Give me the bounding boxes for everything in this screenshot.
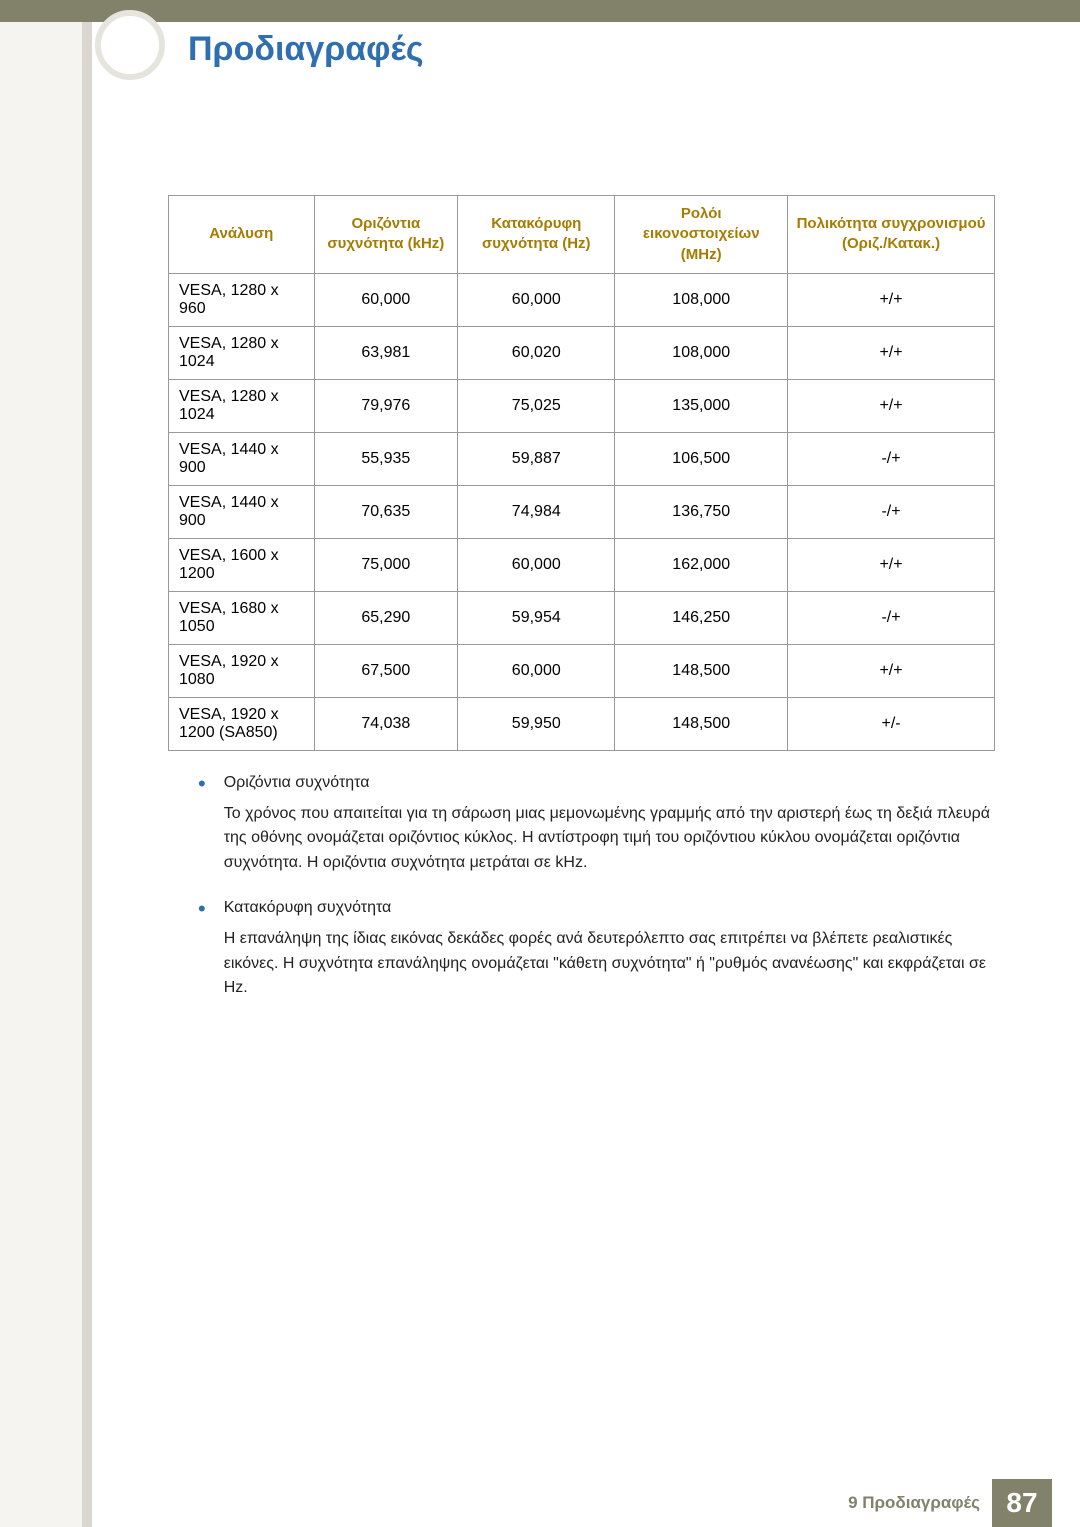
table-cell: VESA, 1440 x 900 xyxy=(169,485,315,538)
table-cell: 148,500 xyxy=(615,697,788,750)
table-cell: -/+ xyxy=(788,591,995,644)
page-title: Προδιαγραφές xyxy=(188,30,424,69)
table-header-row: Ανάλυση Οριζόντια συχνότητα (kHz) Κατακό… xyxy=(169,196,995,274)
table-cell: 60,020 xyxy=(458,326,615,379)
spec-table: Ανάλυση Οριζόντια συχνότητα (kHz) Κατακό… xyxy=(168,195,995,751)
notes-section: • Οριζόντια συχνότητα Το χρόνος που απαιτε… xyxy=(168,771,995,1015)
table-cell: +/- xyxy=(788,697,995,750)
table-cell: 59,887 xyxy=(458,432,615,485)
table-cell: +/+ xyxy=(788,379,995,432)
table-row: VESA, 1280 x 102463,98160,020108,000+/+ xyxy=(169,326,995,379)
footer-section-label: 9 Προδιαγραφές xyxy=(848,1493,980,1513)
table-cell: +/+ xyxy=(788,273,995,326)
table-cell: 67,500 xyxy=(314,644,458,697)
footer-page-number: 87 xyxy=(992,1479,1052,1527)
table-cell: +/+ xyxy=(788,644,995,697)
table-cell: -/+ xyxy=(788,432,995,485)
th-pclock: Ρολόι εικονοστοιχείων (MHz) xyxy=(615,196,788,274)
note-item: • Κατακόρυφη συχνότητα Η επανάληψη της ίδι… xyxy=(168,896,995,1015)
table-cell: 146,250 xyxy=(615,591,788,644)
table-cell: VESA, 1280 x 960 xyxy=(169,273,315,326)
main-content: Ανάλυση Οριζόντια συχνότητα (kHz) Κατακό… xyxy=(168,195,995,1021)
table-row: VESA, 1440 x 90055,93559,887106,500-/+ xyxy=(169,432,995,485)
table-cell: 74,984 xyxy=(458,485,615,538)
table-cell: 60,000 xyxy=(458,644,615,697)
table-cell: VESA, 1680 x 1050 xyxy=(169,591,315,644)
table-cell: 108,000 xyxy=(615,273,788,326)
table-cell: +/+ xyxy=(788,326,995,379)
th-resolution: Ανάλυση xyxy=(169,196,315,274)
table-cell: 70,635 xyxy=(314,485,458,538)
note-title: Οριζόντια συχνότητα xyxy=(224,771,995,796)
table-cell: VESA, 1920 x 1200 (SA850) xyxy=(169,697,315,750)
table-cell: 135,000 xyxy=(615,379,788,432)
table-cell: 60,000 xyxy=(314,273,458,326)
table-cell: 75,025 xyxy=(458,379,615,432)
table-cell: 106,500 xyxy=(615,432,788,485)
table-cell: 59,950 xyxy=(458,697,615,750)
table-cell: 162,000 xyxy=(615,538,788,591)
th-polarity: Πολικότητα συγχρονισμού (Οριζ./Κατακ.) xyxy=(788,196,995,274)
note-title: Κατακόρυφη συχνότητα xyxy=(224,896,995,921)
table-row: VESA, 1440 x 90070,63574,984136,750-/+ xyxy=(169,485,995,538)
page-footer: 9 Προδιαγραφές 87 xyxy=(0,1479,1080,1527)
table-cell: VESA, 1280 x 1024 xyxy=(169,379,315,432)
table-row: VESA, 1280 x 102479,97675,025135,000+/+ xyxy=(169,379,995,432)
note-text: Το χρόνος που απαιτείται για τη σάρωση μ… xyxy=(224,802,995,876)
table-row: VESA, 1920 x 1200 (SA850)74,03859,950148… xyxy=(169,697,995,750)
th-hfreq: Οριζόντια συχνότητα (kHz) xyxy=(314,196,458,274)
table-cell: VESA, 1600 x 1200 xyxy=(169,538,315,591)
table-cell: 60,000 xyxy=(458,273,615,326)
table-cell: 59,954 xyxy=(458,591,615,644)
table-cell: 75,000 xyxy=(314,538,458,591)
table-cell: VESA, 1280 x 1024 xyxy=(169,326,315,379)
bullet-icon: • xyxy=(198,773,206,890)
note-text: Η επανάληψη της ίδιας εικόνας δεκάδες φο… xyxy=(224,927,995,1001)
th-vfreq: Κατακόρυφη συχνότητα (Hz) xyxy=(458,196,615,274)
table-cell: 136,750 xyxy=(615,485,788,538)
table-cell: 79,976 xyxy=(314,379,458,432)
table-cell: VESA, 1920 x 1080 xyxy=(169,644,315,697)
chapter-circle-icon xyxy=(95,10,165,80)
table-cell: 63,981 xyxy=(314,326,458,379)
table-cell: 65,290 xyxy=(314,591,458,644)
table-row: VESA, 1600 x 120075,00060,000162,000+/+ xyxy=(169,538,995,591)
table-cell: 148,500 xyxy=(615,644,788,697)
table-cell: 60,000 xyxy=(458,538,615,591)
table-row: VESA, 1920 x 108067,50060,000148,500+/+ xyxy=(169,644,995,697)
note-item: • Οριζόντια συχνότητα Το χρόνος που απαιτε… xyxy=(168,771,995,890)
bullet-icon: • xyxy=(198,898,206,1015)
table-cell: 55,935 xyxy=(314,432,458,485)
table-cell: 74,038 xyxy=(314,697,458,750)
table-cell: VESA, 1440 x 900 xyxy=(169,432,315,485)
table-cell: -/+ xyxy=(788,485,995,538)
top-bar xyxy=(0,0,1080,22)
table-cell: 108,000 xyxy=(615,326,788,379)
left-sidebar xyxy=(0,0,92,1527)
table-cell: +/+ xyxy=(788,538,995,591)
table-row: VESA, 1280 x 96060,00060,000108,000+/+ xyxy=(169,273,995,326)
table-row: VESA, 1680 x 105065,29059,954146,250-/+ xyxy=(169,591,995,644)
